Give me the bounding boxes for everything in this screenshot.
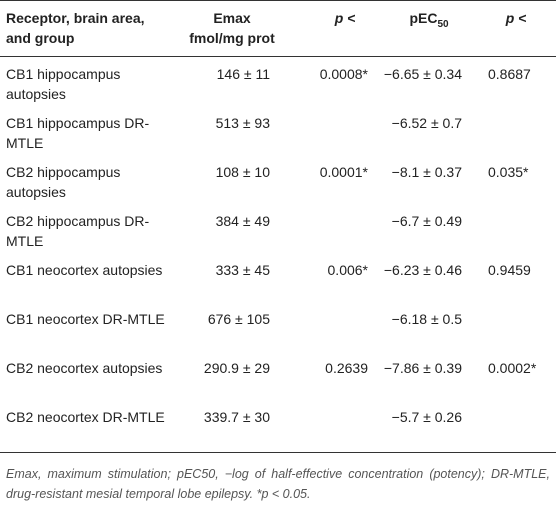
header-pec50-sub: 50: [437, 18, 449, 30]
table-row: CB2 hippocampus DR-MTLE 384 ± 49 −6.7 ± …: [0, 204, 556, 253]
header-p2-text: p <: [505, 10, 527, 26]
header-pec50: pEC50: [368, 1, 476, 57]
cell-group: CB2 neocortex DR-MTLE: [6, 408, 165, 425]
cell-p2: [476, 204, 556, 253]
cell-emax: 513 ± 93: [215, 114, 270, 131]
cell-group: CB2 hippocampus DR-MTLE: [6, 212, 150, 249]
table-row: CB1 neocortex DR-MTLE 676 ± 105 −6.18 ± …: [0, 302, 556, 351]
cell-p1: 0.2639: [325, 359, 368, 376]
cell-p2: 0.0002*: [488, 359, 537, 376]
cell-p1: 0.0001*: [319, 163, 368, 180]
cell-p1: 0.006*: [327, 261, 368, 278]
cell-p1: [294, 302, 368, 351]
cell-emax: 108 ± 10: [215, 163, 270, 180]
cell-emax: 333 ± 45: [215, 261, 270, 278]
cell-pec50: −6.52 ± 0.7: [391, 114, 462, 131]
table-row: CB2 neocortex autopsies 290.9 ± 29 0.263…: [0, 351, 556, 400]
table-row: CB1 hippocampus DR-MTLE 513 ± 93 −6.52 ±…: [0, 106, 556, 155]
cell-emax: 339.7 ± 30: [203, 408, 270, 425]
results-table: Receptor, brain area, and group Emax fmo…: [0, 0, 556, 453]
header-row: Receptor, brain area, and group Emax fmo…: [0, 0, 556, 57]
table-row: CB2 hippocampus autopsies 108 ± 10 0.000…: [0, 155, 556, 204]
header-p1: p <: [294, 1, 368, 57]
cell-group: CB2 hippocampus autopsies: [6, 163, 121, 200]
table-row: CB1 hippocampus autopsies 146 ± 11 0.000…: [0, 57, 556, 106]
header-emax: Emax fmol/mg prot: [170, 1, 294, 57]
cell-p1: [294, 106, 368, 155]
cell-p2: 0.035*: [488, 163, 529, 180]
cell-pec50: −8.1 ± 0.37: [391, 163, 462, 180]
cell-emax: 384 ± 49: [215, 212, 270, 229]
header-pec50-main: pEC: [409, 10, 438, 26]
cell-group: CB2 neocortex autopsies: [6, 359, 163, 376]
cell-p1: [294, 204, 368, 253]
cell-p2: 0.8687: [488, 66, 531, 82]
header-emax-line1: Emax: [213, 10, 251, 26]
header-p1-text: p <: [334, 10, 356, 26]
cell-group: CB1 neocortex DR-MTLE: [6, 310, 165, 327]
cell-pec50: −6.65 ± 0.34: [383, 66, 462, 82]
header-p2: p <: [476, 1, 556, 57]
cell-pec50: −6.18 ± 0.5: [391, 310, 462, 327]
cell-pec50: −5.7 ± 0.26: [391, 408, 462, 425]
cell-emax: 146 ± 11: [216, 66, 270, 82]
cell-p2: 0.9459: [488, 261, 531, 278]
cell-group: CB1 hippocampus DR-MTLE: [6, 114, 150, 151]
cell-pec50: −6.7 ± 0.49: [391, 212, 462, 229]
table-row: CB2 neocortex DR-MTLE 339.7 ± 30 −5.7 ± …: [0, 400, 556, 453]
table-footnote: Emax, maximum stimulation; pEC50, −log o…: [6, 467, 550, 501]
cell-emax: 290.9 ± 29: [203, 359, 270, 376]
header-group: Receptor, brain area, and group: [6, 10, 145, 46]
cell-emax: 676 ± 105: [207, 310, 270, 327]
cell-pec50: −6.23 ± 0.46: [383, 261, 462, 278]
cell-p2: [476, 400, 556, 453]
cell-p2: [476, 302, 556, 351]
cell-pec50: −7.86 ± 0.39: [383, 359, 462, 376]
table-row: CB1 neocortex autopsies 333 ± 45 0.006* …: [0, 253, 556, 302]
cell-p1: [294, 400, 368, 453]
cell-group: CB1 neocortex autopsies: [6, 261, 163, 278]
cell-p1: 0.0008*: [319, 66, 368, 82]
cell-group: CB1 hippocampus autopsies: [6, 66, 121, 102]
header-emax-line2: fmol/mg prot: [189, 30, 275, 46]
cell-p2: [476, 106, 556, 155]
